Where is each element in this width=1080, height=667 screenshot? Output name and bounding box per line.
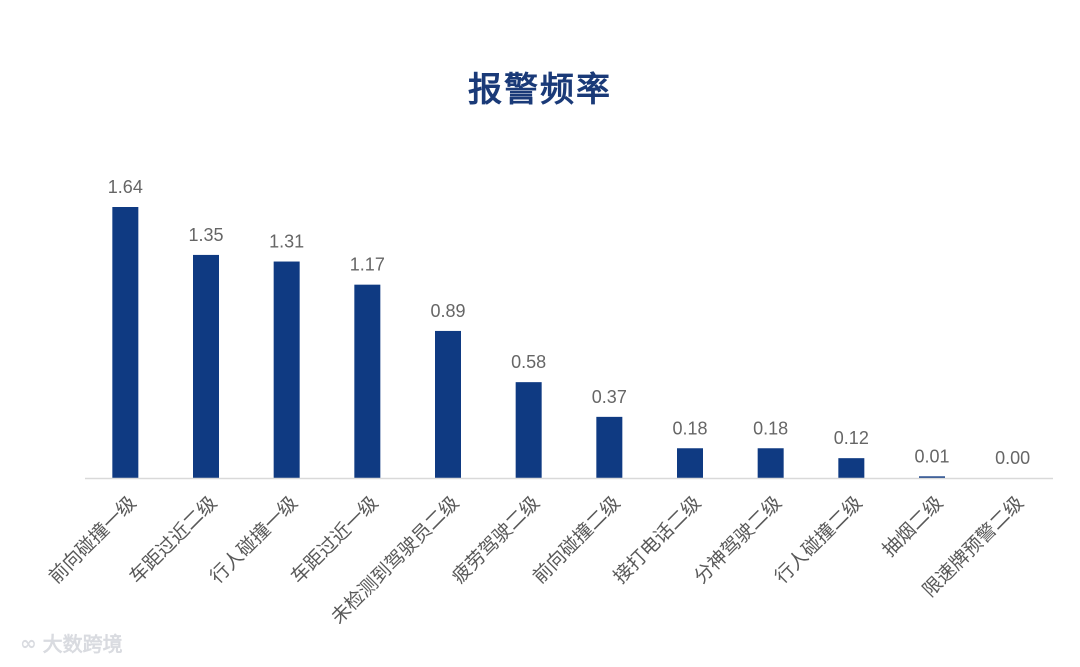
bar-7 (596, 416, 623, 478)
bar-4 (354, 284, 381, 478)
bar-5 (435, 330, 461, 478)
bar-value-label: 0.18 (753, 418, 788, 438)
bar-value-label: 1.35 (188, 225, 223, 245)
bar-value-label: 0.37 (592, 387, 627, 407)
watermark-text: 大数跨境 (42, 632, 123, 656)
bar-value-label: 0.12 (834, 428, 869, 448)
bar-6 (515, 382, 542, 478)
bar-1 (112, 207, 139, 478)
bar-value-label: 1.17 (350, 255, 385, 275)
bar-value-label: 0.89 (430, 301, 465, 321)
bar-value-label: 0.58 (511, 352, 546, 372)
bar-value-label: 1.31 (269, 232, 304, 252)
watermark: ∞ 大数跨境 (20, 628, 123, 657)
bars-group (112, 207, 945, 478)
bar-2 (193, 254, 219, 478)
bar-value-label: 1.64 (108, 177, 143, 197)
category-label: 行人碰撞二级 (771, 492, 867, 588)
bar-9 (757, 448, 784, 478)
category-label: 抽烟二级 (878, 492, 947, 561)
chart-title: 报警频率 (468, 70, 612, 110)
bar-value-label: 0.18 (672, 418, 707, 438)
bar-8 (677, 448, 703, 478)
category-labels-group: 前向碰撞一级车距过近二级行人碰撞一级车距过近一级未检测到驾驶员二级疲劳驾驶二级前… (45, 492, 1029, 628)
bar-value-label: 0.01 (914, 446, 949, 466)
bar-3 (273, 261, 300, 478)
bar-10 (838, 458, 865, 478)
bar-11 (919, 476, 945, 478)
value-labels-group: 1.64 1.35 1.31 1.17 0.89 0.58 0.37 0.18 0.18 0.12… (108, 177, 1030, 468)
dashu-logo-icon: ∞ (20, 630, 37, 655)
bar-value-label: 0.00 (995, 448, 1030, 468)
